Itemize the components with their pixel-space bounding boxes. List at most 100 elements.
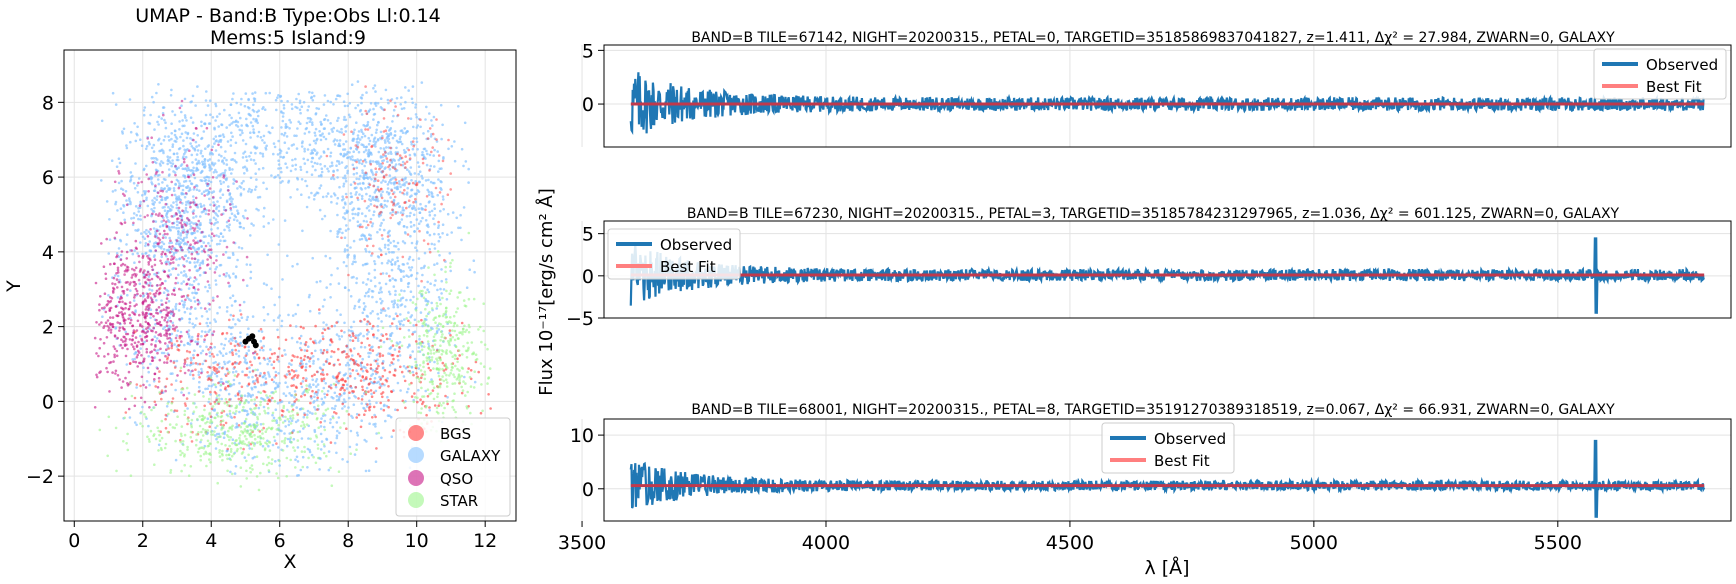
umap-point-galaxy	[186, 307, 189, 310]
umap-point-galaxy	[119, 253, 123, 257]
umap-point-bgs	[276, 355, 280, 359]
umap-point-galaxy	[352, 320, 356, 324]
umap-point-galaxy	[336, 176, 339, 179]
umap-point-galaxy	[200, 120, 203, 124]
umap-point-galaxy	[319, 155, 323, 158]
umap-point-galaxy	[318, 186, 322, 190]
umap-point-galaxy	[175, 251, 178, 254]
umap-point-qso	[133, 296, 136, 299]
umap-point-galaxy	[391, 258, 394, 262]
umap-point-galaxy	[153, 335, 157, 339]
umap-point-galaxy	[282, 107, 286, 110]
umap-point-qso	[153, 378, 156, 381]
umap-point-bgs	[224, 421, 228, 425]
umap-point-galaxy	[175, 258, 178, 261]
umap-point-galaxy	[384, 166, 387, 169]
umap-point-galaxy	[416, 189, 420, 192]
umap-point-galaxy	[222, 347, 225, 350]
umap-point-galaxy	[294, 325, 298, 328]
umap-point-bgs	[368, 322, 372, 326]
umap-point-galaxy	[276, 432, 279, 436]
umap-point-galaxy	[427, 342, 430, 346]
umap-point-star	[263, 409, 266, 413]
umap-point-galaxy	[164, 279, 167, 283]
umap-point-galaxy	[157, 123, 160, 126]
umap-point-bgs	[341, 377, 344, 381]
umap-point-galaxy	[424, 179, 428, 182]
umap-point-qso	[118, 300, 121, 304]
umap-point-galaxy	[409, 211, 412, 215]
umap-point-star	[250, 408, 253, 412]
umap-point-galaxy	[384, 88, 388, 92]
umap-point-galaxy	[370, 327, 374, 330]
umap-point-galaxy	[243, 172, 246, 175]
umap-point-galaxy	[262, 181, 265, 185]
umap-point-qso	[112, 345, 116, 348]
umap-point-star	[195, 405, 198, 409]
umap-point-galaxy	[244, 92, 248, 95]
umap-point-qso	[103, 292, 107, 296]
umap-point-qso	[197, 219, 200, 223]
umap-point-bgs	[361, 388, 365, 392]
umap-point-bgs	[216, 363, 219, 367]
umap-point-galaxy	[206, 193, 209, 196]
umap-point-bgs	[381, 136, 384, 140]
umap-point-galaxy	[193, 265, 197, 269]
umap-point-qso	[125, 203, 129, 207]
umap-point-galaxy	[177, 263, 180, 267]
umap-point-galaxy	[174, 388, 177, 392]
umap-point-galaxy	[353, 304, 357, 308]
umap-point-galaxy	[275, 419, 278, 422]
umap-point-galaxy	[348, 367, 352, 371]
umap-point-galaxy	[291, 158, 294, 162]
umap-point-galaxy	[142, 366, 145, 370]
umap-point-galaxy	[185, 236, 188, 239]
umap-point-galaxy	[142, 109, 146, 112]
umap-point-qso	[122, 319, 126, 323]
umap-point-galaxy	[365, 291, 368, 295]
umap-point-qso	[170, 180, 173, 184]
umap-point-qso	[137, 278, 141, 282]
umap-point-galaxy	[357, 130, 361, 133]
umap-point-bgs	[321, 368, 325, 372]
umap-point-galaxy	[200, 210, 204, 214]
umap-point-galaxy	[376, 162, 379, 165]
umap-point-bgs	[350, 357, 353, 361]
umap-point-galaxy	[184, 230, 187, 234]
umap-point-galaxy	[381, 299, 384, 303]
umap-point-galaxy	[388, 141, 391, 144]
umap-point-qso	[131, 324, 135, 328]
umap-point-galaxy	[191, 94, 195, 98]
umap-point-bgs	[354, 386, 358, 389]
umap-point-bgs	[306, 356, 310, 359]
umap-point-galaxy	[403, 231, 407, 234]
umap-point-galaxy	[337, 381, 340, 385]
umap-point-galaxy	[417, 172, 421, 176]
umap-point-qso	[160, 309, 163, 313]
umap-point-qso	[146, 278, 150, 281]
umap-point-qso	[163, 318, 166, 322]
umap-point-galaxy	[430, 242, 434, 246]
umap-point-galaxy	[203, 444, 207, 448]
umap-point-galaxy	[223, 343, 226, 347]
umap-point-galaxy	[194, 104, 197, 107]
umap-point-galaxy	[160, 160, 163, 163]
umap-point-galaxy	[371, 173, 375, 176]
umap-point-galaxy	[395, 97, 399, 100]
umap-point-qso	[162, 308, 166, 312]
umap-point-galaxy	[213, 142, 216, 145]
umap-point-galaxy	[247, 345, 250, 349]
umap-point-bgs	[404, 155, 408, 158]
umap-point-galaxy	[437, 178, 440, 181]
umap-point-galaxy	[433, 243, 436, 246]
umap-point-galaxy	[193, 176, 197, 180]
umap-point-galaxy	[366, 177, 370, 180]
umap-point-galaxy	[259, 151, 262, 155]
umap-point-galaxy	[399, 313, 402, 316]
umap-point-qso	[104, 321, 108, 325]
umap-point-galaxy	[189, 116, 193, 119]
umap-point-qso	[171, 245, 174, 248]
umap-point-galaxy	[417, 165, 421, 168]
umap-point-galaxy	[342, 261, 346, 264]
umap-point-qso	[169, 310, 172, 313]
